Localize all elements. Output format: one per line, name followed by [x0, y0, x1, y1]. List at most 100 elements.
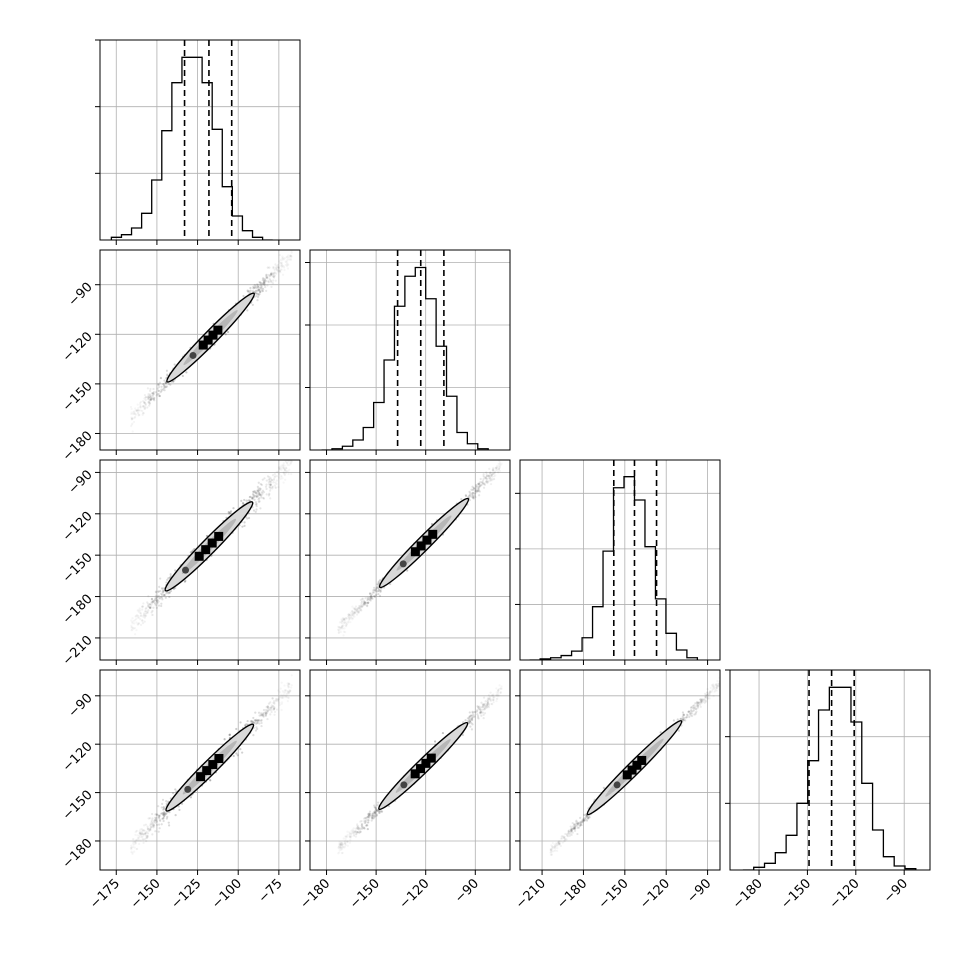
scatter-point	[274, 266, 278, 269]
scatter-point	[478, 705, 481, 708]
scatter-point	[290, 454, 292, 456]
y-tick-label: −90	[66, 691, 96, 721]
scatter-point	[347, 615, 350, 618]
scatter-point	[490, 474, 493, 477]
scatter-point	[341, 622, 344, 625]
scatter-point	[495, 691, 498, 694]
scatter-point	[148, 395, 151, 398]
scatter-point	[141, 619, 144, 622]
scatter-point	[260, 282, 263, 285]
scatter-point	[551, 841, 554, 845]
scatter-point	[354, 611, 357, 614]
scatter-point	[146, 825, 149, 828]
scatter-point	[266, 475, 270, 478]
scatter-point	[277, 476, 281, 479]
scatter-point	[270, 271, 273, 274]
scatter-point	[285, 692, 288, 695]
scatter-point	[495, 700, 498, 703]
scatter-point	[486, 702, 489, 705]
scatter-point	[484, 704, 487, 708]
scatter-point	[159, 577, 162, 580]
scatter-point	[356, 828, 360, 831]
scatter-point	[268, 275, 271, 278]
scatter-point	[149, 826, 152, 829]
scatter-point	[378, 580, 381, 583]
scatter-point	[263, 280, 267, 283]
scatter-point	[357, 828, 361, 831]
scatter-point	[489, 479, 492, 482]
scatter-point	[479, 477, 482, 481]
scatter-point	[282, 691, 285, 694]
scatter-point	[251, 720, 254, 723]
scatter-point	[706, 693, 709, 696]
scatter-point	[367, 812, 370, 816]
scatter-point	[141, 413, 144, 416]
scatter-point	[568, 831, 571, 834]
scatter-point	[365, 824, 368, 827]
scatter-point	[171, 792, 175, 795]
scatter-point	[273, 484, 277, 487]
scatter-point	[360, 824, 363, 827]
histogram-panel-1	[305, 249, 511, 451]
scatter-point	[498, 694, 501, 697]
scatter-point	[290, 256, 293, 259]
scatter-point	[147, 609, 150, 612]
scatter-point	[272, 479, 275, 482]
scatter-point	[481, 711, 484, 714]
scatter-point	[241, 525, 244, 528]
scatter-point	[493, 696, 496, 699]
scatter-point	[478, 485, 481, 488]
scatter-point	[375, 587, 378, 590]
scatter-point	[366, 598, 369, 602]
scatter-point	[562, 836, 565, 839]
scatter-point	[584, 818, 587, 821]
scatter-point	[151, 397, 154, 400]
scatter-point	[282, 467, 286, 470]
scatter-point	[278, 253, 281, 257]
scatter-point	[162, 590, 165, 593]
scatter-point	[153, 601, 156, 604]
scatter-point	[682, 714, 685, 717]
scatter-point	[259, 507, 262, 510]
scatter-point	[477, 490, 480, 493]
scatter-point	[337, 852, 340, 855]
scatter-point	[372, 814, 375, 817]
scatter-point	[337, 846, 340, 850]
scatter-point	[270, 706, 273, 709]
scatter-point	[145, 830, 148, 833]
scatter-point	[479, 708, 482, 711]
scatter-point	[136, 616, 139, 619]
scatter-point	[497, 468, 500, 471]
scatter-point	[362, 602, 366, 605]
scatter-point	[286, 700, 289, 703]
scatter-point	[483, 712, 487, 715]
scatter-point	[154, 591, 158, 594]
scatter-point	[136, 614, 139, 617]
scatter-point	[481, 708, 484, 711]
scatter-point	[137, 842, 141, 846]
scatter-point	[353, 607, 356, 610]
scatter-point	[494, 469, 497, 472]
scatter-point	[471, 711, 474, 714]
scatter-point	[255, 292, 259, 295]
scatter-point	[255, 289, 258, 292]
scatter-point	[271, 487, 274, 490]
scatter-point	[370, 819, 373, 822]
scatter-point	[363, 602, 366, 605]
scatter-point	[343, 618, 346, 622]
scatter-point	[350, 835, 353, 838]
scatter-point	[469, 492, 472, 495]
scatter-point	[131, 620, 134, 624]
scatter-point	[151, 823, 154, 826]
scatter-point	[368, 814, 371, 817]
scatter-content	[130, 454, 293, 636]
scatter-point	[549, 847, 552, 851]
scatter-point	[499, 687, 502, 690]
scatter-point	[146, 605, 150, 608]
scatter-point	[272, 699, 276, 703]
scatter-point	[280, 261, 283, 265]
scatter-point	[159, 819, 162, 823]
scatter-point	[160, 592, 163, 595]
panel-frame	[519, 669, 721, 871]
scatter-point	[147, 400, 150, 403]
